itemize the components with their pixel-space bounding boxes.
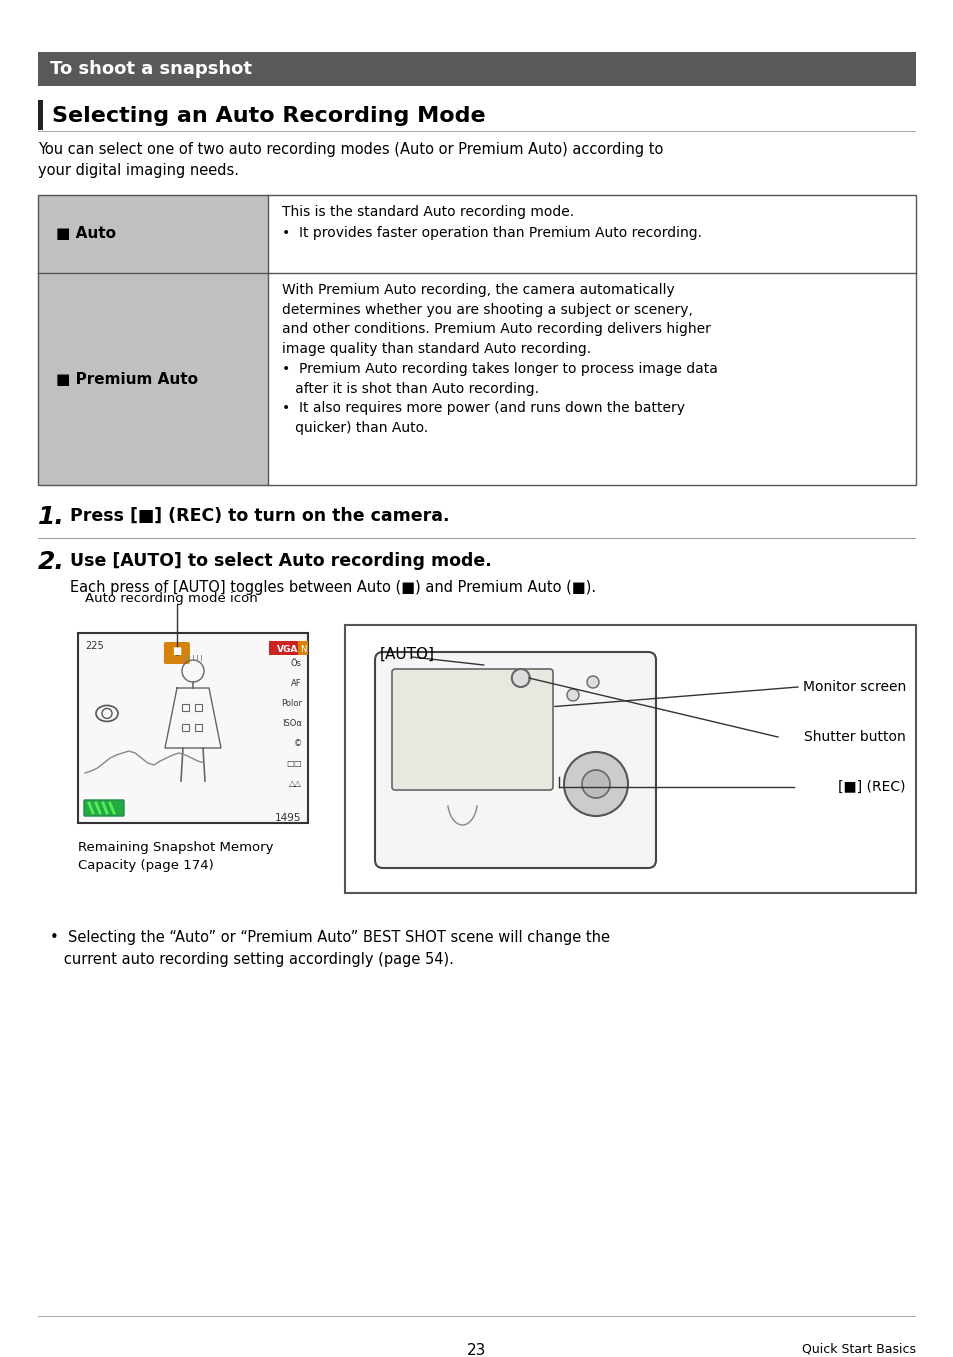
- FancyBboxPatch shape: [84, 801, 124, 816]
- Text: Use [AUTO] to select Auto recording mode.: Use [AUTO] to select Auto recording mode…: [70, 552, 491, 570]
- Text: Each press of [AUTO] toggles between Auto (■) and Premium Auto (■).: Each press of [AUTO] toggles between Aut…: [70, 579, 596, 594]
- Bar: [297, 641, 308, 655]
- Text: ©: ©: [294, 740, 302, 748]
- Text: N: N: [299, 645, 306, 654]
- Circle shape: [563, 752, 627, 816]
- Text: 1.: 1.: [38, 505, 65, 529]
- Text: ISOα: ISOα: [282, 719, 302, 727]
- Text: 23: 23: [467, 1343, 486, 1357]
- Circle shape: [566, 689, 578, 702]
- Text: AF: AF: [291, 678, 302, 688]
- Text: Press [■] (REC) to turn on the camera.: Press [■] (REC) to turn on the camera.: [70, 508, 449, 525]
- Bar: [38, 130, 915, 132]
- Bar: [194, 725, 202, 731]
- Text: Auto recording mode icon: Auto recording mode icon: [85, 592, 257, 605]
- Text: Monitor screen: Monitor screen: [801, 680, 905, 693]
- Text: ■: ■: [172, 646, 181, 655]
- Text: □□: □□: [286, 759, 302, 768]
- Text: VGA: VGA: [277, 645, 298, 654]
- Text: This is the standard Auto recording mode.
•  It provides faster operation than P: This is the standard Auto recording mode…: [282, 205, 701, 240]
- FancyBboxPatch shape: [164, 642, 190, 664]
- Bar: [182, 704, 189, 711]
- Bar: [194, 704, 202, 711]
- Text: With Premium Auto recording, the camera automatically
determines whether you are: With Premium Auto recording, the camera …: [282, 284, 717, 436]
- Bar: [38, 52, 915, 85]
- Bar: [78, 632, 308, 822]
- Text: Quick Start Basics: Quick Start Basics: [801, 1343, 915, 1356]
- Bar: [38, 195, 915, 484]
- Bar: [38, 273, 268, 484]
- Text: Polor: Polor: [281, 699, 302, 708]
- Bar: [345, 626, 915, 893]
- Bar: [182, 725, 189, 731]
- Text: Ös: Ös: [291, 660, 302, 668]
- Text: Shutter button: Shutter button: [803, 730, 905, 744]
- Text: △△: △△: [289, 779, 302, 788]
- Text: You can select one of two auto recording modes (Auto or Premium Auto) according : You can select one of two auto recording…: [38, 142, 662, 178]
- Text: Remaining Snapshot Memory
Capacity (page 174): Remaining Snapshot Memory Capacity (page…: [78, 841, 274, 873]
- Circle shape: [581, 769, 609, 798]
- Text: 1495: 1495: [274, 813, 301, 822]
- Text: [AUTO]: [AUTO]: [379, 647, 435, 662]
- Text: To shoot a snapshot: To shoot a snapshot: [50, 60, 252, 77]
- FancyBboxPatch shape: [375, 651, 656, 868]
- Text: ■ Premium Auto: ■ Premium Auto: [56, 372, 198, 387]
- Bar: [38, 1315, 915, 1318]
- Circle shape: [586, 676, 598, 688]
- Bar: [38, 100, 43, 130]
- Text: Selecting an Auto Recording Mode: Selecting an Auto Recording Mode: [52, 106, 485, 126]
- Text: ■ Auto: ■ Auto: [56, 227, 116, 242]
- Text: 2.: 2.: [38, 550, 65, 574]
- Circle shape: [511, 669, 529, 687]
- Bar: [38, 195, 268, 273]
- Text: 225: 225: [85, 641, 104, 651]
- FancyBboxPatch shape: [392, 669, 553, 790]
- Text: [■] (REC): [■] (REC): [838, 780, 905, 794]
- Bar: [269, 641, 307, 655]
- Text: •  Selecting the “Auto” or “Premium Auto” BEST SHOT scene will change the
   cur: • Selecting the “Auto” or “Premium Auto”…: [50, 930, 609, 968]
